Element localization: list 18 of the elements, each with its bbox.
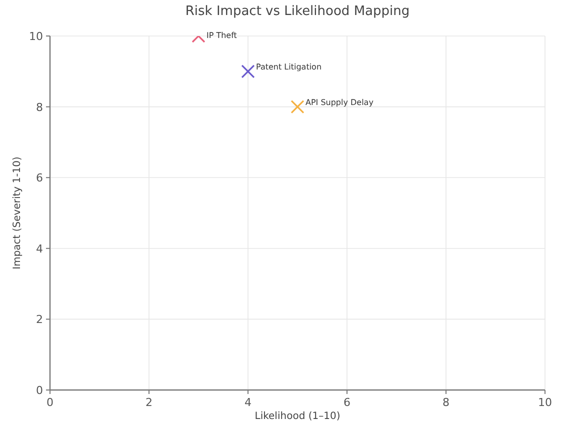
chart-title: Risk Impact vs Likelihood Mapping [185, 4, 410, 19]
y-tick-label: 6 [36, 172, 43, 185]
x-tick-label: 4 [244, 396, 252, 409]
y-tick-label: 0 [36, 384, 43, 397]
x-tick-label: 0 [46, 396, 54, 409]
y-axis-title: Impact (Severity 1-10) [12, 156, 23, 270]
y-tick-label: 10 [29, 30, 43, 43]
x-tick-label: 2 [146, 396, 152, 409]
x-tick-label: 6 [344, 396, 350, 409]
y-tick-label: 4 [36, 242, 43, 256]
series-label: IP Theft [206, 31, 237, 40]
y-tick-label: 8 [36, 100, 43, 114]
x-tick-label: 10 [538, 396, 552, 409]
x-axis-title: Likelihood (1–10) [254, 411, 340, 422]
series-label: API Supply Delay [306, 98, 374, 107]
series-label: Patent Litigation [256, 62, 322, 72]
x-tick-label: 8 [442, 396, 450, 409]
y-tick-label: 2 [36, 313, 43, 326]
